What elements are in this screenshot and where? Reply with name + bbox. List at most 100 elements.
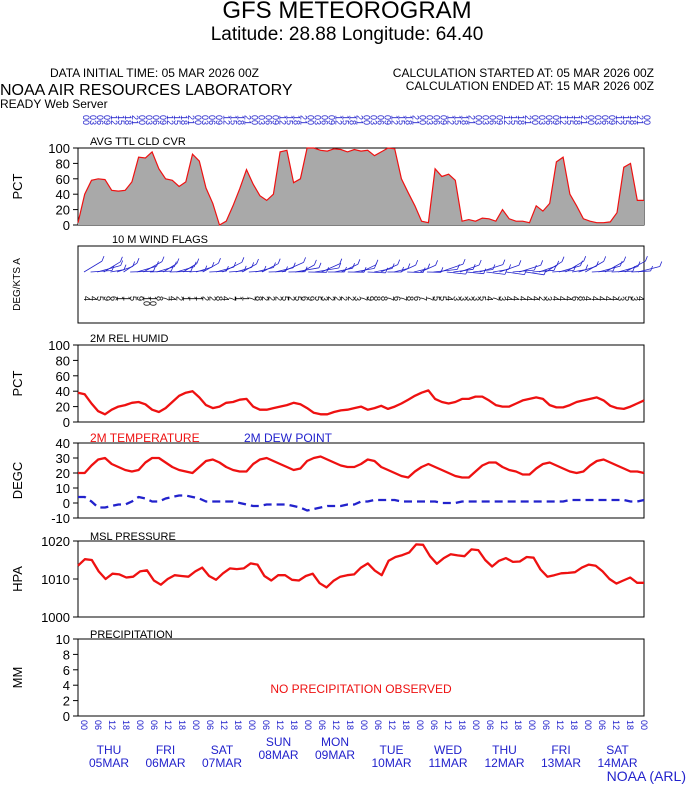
wind-speed-label: 2 bbox=[339, 296, 349, 301]
bottom-time-label: 06 bbox=[317, 720, 327, 730]
wind-barb-flag bbox=[375, 259, 379, 265]
wind-barb bbox=[545, 261, 563, 273]
top-time-label: 00 bbox=[642, 115, 652, 125]
wind-speed-label: 8 bbox=[405, 296, 415, 301]
wind-speed-label: 4 bbox=[596, 296, 606, 301]
wind-barb-flag bbox=[256, 258, 259, 265]
y-axis-label-5: HPA bbox=[10, 566, 25, 592]
wind-barb-flag bbox=[502, 259, 506, 265]
top-time-label: 06 bbox=[319, 115, 329, 125]
y-tick-label: 6 bbox=[63, 663, 70, 678]
wind-barb bbox=[440, 263, 464, 273]
wind-barb bbox=[242, 263, 257, 273]
series-line-2m-dew-point bbox=[78, 494, 645, 512]
top-time-label: 18 bbox=[628, 115, 638, 125]
bottom-time-label: 18 bbox=[401, 720, 411, 730]
top-time-label: 12 bbox=[614, 115, 624, 125]
wind-barb bbox=[360, 264, 377, 273]
y-tick-label: 8 bbox=[63, 647, 70, 662]
wind-barb bbox=[176, 266, 195, 273]
wind-speed-label: 8 bbox=[155, 296, 165, 301]
top-time-label: 12 bbox=[446, 115, 456, 125]
wind-barb bbox=[624, 260, 646, 273]
wind-barb bbox=[519, 264, 541, 273]
wind-speed-label: 4 bbox=[89, 296, 99, 301]
bottom-time-label: 12 bbox=[163, 720, 173, 730]
calculation-started: CALCULATION STARTED AT: 05 MAR 2026 00Z bbox=[392, 66, 654, 80]
top-time-label: 15 bbox=[621, 115, 631, 125]
y-tick-label: 0 bbox=[63, 709, 70, 724]
wind-barb bbox=[143, 261, 163, 273]
bottom-time-label: 18 bbox=[625, 720, 635, 730]
wind-barb bbox=[558, 265, 581, 273]
top-time-label: 06 bbox=[600, 115, 610, 125]
wind-speed-label: 2 bbox=[537, 296, 547, 301]
y-tick-label: 30 bbox=[56, 451, 70, 466]
wind-speed-label: 2 bbox=[201, 296, 211, 301]
wind-speed-label: 5 bbox=[432, 296, 442, 301]
wind-barb-flag bbox=[619, 260, 623, 267]
day-date-label: 09MAR bbox=[315, 748, 355, 762]
wind-barb bbox=[499, 264, 520, 273]
wind-barb-flag bbox=[580, 260, 583, 266]
wind-barb-flag bbox=[427, 263, 431, 269]
wind-speed-label: 5 bbox=[478, 296, 488, 301]
wind-barb bbox=[611, 270, 633, 273]
wind-speed-label: 2 bbox=[346, 296, 356, 301]
wind-speed-label: 6 bbox=[392, 296, 402, 301]
y-tick-label: 1020 bbox=[41, 534, 70, 549]
day-name-label: TUE bbox=[380, 743, 404, 757]
wind-barb bbox=[222, 261, 243, 273]
y-tick-label: 0 bbox=[63, 415, 70, 430]
top-time-label: 15 bbox=[116, 115, 126, 125]
top-time-label: 06 bbox=[376, 115, 386, 125]
top-time-label: 09 bbox=[102, 115, 112, 125]
wind-barb bbox=[123, 262, 138, 273]
wind-barb-flag bbox=[277, 258, 281, 264]
wind-barb-flag bbox=[204, 265, 208, 271]
bottom-time-label: 00 bbox=[527, 720, 537, 730]
bottom-time-label: 00 bbox=[247, 720, 257, 730]
bottom-time-label: 06 bbox=[149, 720, 159, 730]
bottom-time-label: 12 bbox=[107, 720, 117, 730]
wind-speed-label: 4 bbox=[511, 296, 521, 301]
y-tick-label: 20 bbox=[56, 203, 70, 218]
top-time-label: 15 bbox=[284, 115, 294, 125]
top-time-label: 15 bbox=[172, 115, 182, 125]
data-initial-time: DATA INITIAL TIME: 05 MAR 2026 00Z bbox=[50, 66, 259, 80]
wind-speed-label: 4 bbox=[168, 296, 178, 301]
top-time-label: 00 bbox=[81, 115, 91, 125]
wind-speed-label: 4 bbox=[221, 296, 231, 301]
wind-barb bbox=[479, 264, 504, 273]
wind-barb-flag bbox=[176, 258, 180, 264]
wind-barb bbox=[149, 270, 172, 273]
wind-barb-flag bbox=[561, 256, 565, 262]
wind-barb bbox=[506, 271, 525, 275]
bottom-time-label: 00 bbox=[191, 720, 201, 730]
bottom-time-label: 18 bbox=[513, 720, 523, 730]
top-time-label: 09 bbox=[214, 115, 224, 125]
bottom-time-label: 12 bbox=[499, 720, 509, 730]
wind-speed-label: 8 bbox=[214, 296, 224, 301]
top-time-label: 09 bbox=[270, 115, 280, 125]
wind-barb bbox=[136, 265, 157, 273]
wind-speed-label: 4 bbox=[530, 296, 540, 301]
bottom-time-label: 12 bbox=[555, 720, 565, 730]
wind-speed-label: 2 bbox=[273, 296, 283, 301]
wind-speed-label: 3 bbox=[319, 296, 329, 301]
top-time-label: 12 bbox=[558, 115, 568, 125]
top-time-label: 21 bbox=[579, 115, 589, 125]
wind-speed-label: 3 bbox=[458, 296, 468, 301]
top-time-label: 03 bbox=[369, 115, 379, 125]
y-tick-label: 1000 bbox=[41, 610, 70, 625]
wind-barb bbox=[130, 270, 154, 273]
wind-barb-flag bbox=[123, 264, 127, 270]
wind-speed-label: 5 bbox=[438, 296, 448, 301]
bottom-time-label: 18 bbox=[289, 720, 299, 730]
wind-barb-flag bbox=[161, 256, 165, 262]
wind-barb bbox=[294, 267, 320, 273]
wind-barb-flag bbox=[357, 259, 361, 265]
day-date-label: 10MAR bbox=[371, 756, 411, 770]
wind-barb-flag bbox=[385, 267, 388, 273]
